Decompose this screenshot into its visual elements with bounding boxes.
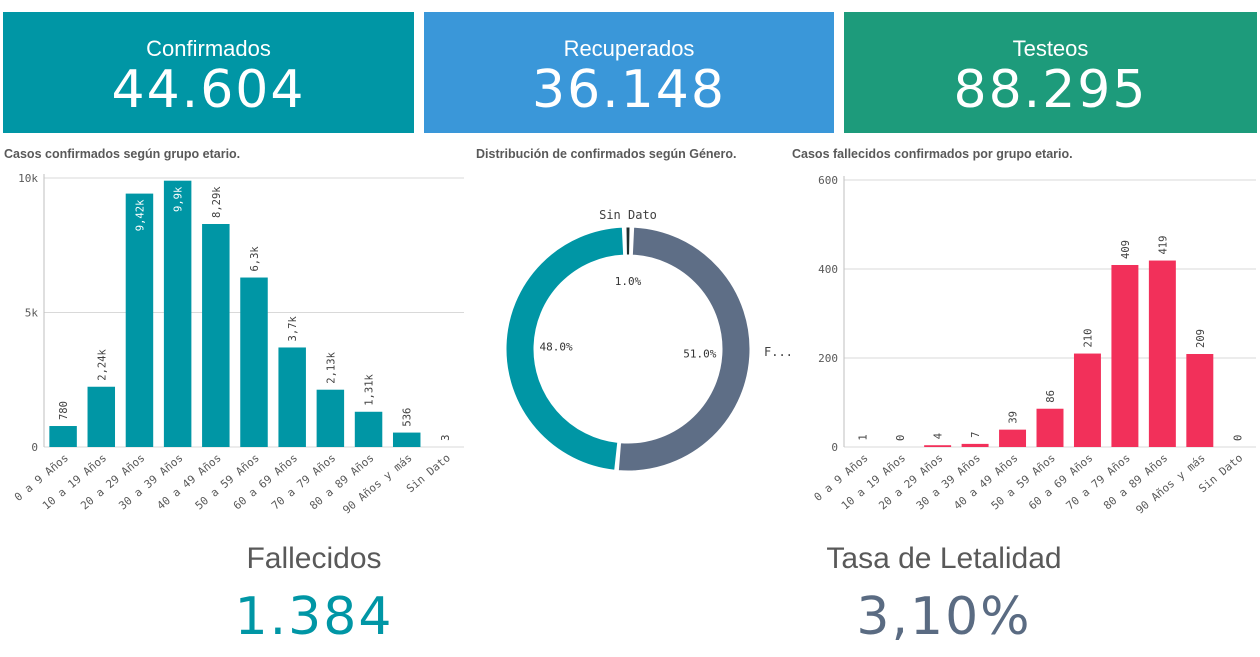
data-label: 780	[58, 401, 70, 420]
data-label: 0	[1232, 435, 1244, 441]
x-tick-label: 20 a 29 Años	[876, 451, 945, 512]
letalidad-label: Tasa de Letalidad	[826, 542, 1062, 575]
donut-slice	[617, 226, 751, 472]
data-label: 6,3k	[249, 246, 261, 272]
data-label: 210	[1082, 329, 1094, 348]
bar	[49, 426, 77, 447]
bar	[1036, 408, 1064, 447]
bar	[924, 445, 952, 447]
data-label: 39	[1008, 411, 1020, 424]
y-tick-label: 400	[818, 263, 838, 276]
data-label: 8,29k	[211, 186, 223, 218]
kpi-recuperados-label: Recuperados	[563, 36, 695, 61]
donut-slice	[625, 226, 631, 256]
bar	[1186, 353, 1214, 447]
x-tick-label: 40 a 49 Años	[951, 451, 1020, 512]
data-label: 0	[895, 435, 907, 441]
data-label: 9,9k	[173, 186, 185, 212]
x-tick-label: 70 a 79 Años	[1064, 451, 1133, 512]
bar	[1073, 353, 1101, 447]
data-label: 1,31k	[364, 373, 376, 405]
slice-value-label: 48.0%	[539, 341, 572, 354]
data-label: 7	[970, 432, 982, 438]
y-tick-label: 0	[31, 441, 38, 454]
slice-value-label: 51.0%	[683, 348, 716, 361]
data-label: 3,7k	[287, 316, 299, 342]
data-label: 86	[1045, 390, 1057, 403]
fallecidos-label: Fallecidos	[246, 542, 382, 575]
kpi-confirmados: Confirmados 44.604	[3, 12, 414, 133]
bar	[961, 443, 989, 447]
data-label: 1	[858, 434, 870, 440]
bar	[163, 180, 192, 447]
kpi-recuperados: Recuperados 36.148	[424, 12, 834, 133]
y-tick-label: 600	[818, 174, 838, 187]
x-tick-label: 30 a 39 Años	[914, 451, 983, 512]
bar	[125, 193, 154, 447]
x-tick-label: 60 a 69 Años	[1026, 451, 1095, 512]
x-tick-label: 90 Años y más	[340, 451, 414, 515]
kpi-testeos-label: Testeos	[1012, 36, 1089, 61]
slice-value-label: 1.0%	[615, 275, 642, 288]
bar	[87, 386, 116, 447]
kpi-confirmados-label: Confirmados	[146, 36, 271, 61]
kpi-testeos-value: 88.295	[953, 60, 1148, 120]
kpi-confirmados-value: 44.604	[111, 60, 306, 120]
data-label: 409	[1120, 240, 1132, 259]
bar	[316, 389, 345, 447]
letalidad-value: 3,10%	[856, 587, 1032, 647]
data-label: 2,24k	[96, 348, 108, 380]
donut-slice	[505, 226, 625, 471]
kpi-recuperados-value: 36.148	[532, 60, 726, 120]
data-label: 9,42k	[134, 199, 146, 231]
y-tick-label: 10k	[18, 172, 38, 185]
fallecidos-value: 1.384	[234, 587, 394, 647]
data-label: 4	[933, 433, 945, 439]
y-tick-label: 5k	[25, 307, 39, 320]
x-tick-label: 80 a 89 Años	[1101, 451, 1170, 512]
chart-title-age-deaths: Casos fallecidos confirmados por grupo e…	[792, 147, 1073, 161]
x-tick-label: 50 a 59 Años	[989, 451, 1058, 512]
chart-title-age-confirmed: Casos confirmados según grupo etario.	[4, 147, 241, 161]
bar	[999, 429, 1027, 447]
slice-name-label: Sin Dato	[599, 208, 657, 222]
data-label: 536	[402, 408, 414, 427]
bar	[240, 277, 268, 447]
donut-chart-gender[interactable]: 1.0% 51.0% 48.0% Sin Dato F...	[470, 165, 790, 515]
bar	[392, 432, 421, 447]
data-label: 209	[1195, 329, 1207, 348]
bar	[1111, 264, 1139, 447]
x-tick-label: 90 Años y más	[1133, 451, 1207, 515]
slice-name-label: F...	[764, 345, 790, 359]
kpi-testeos: Testeos 88.295	[844, 12, 1257, 133]
bar	[202, 223, 230, 447]
y-tick-label: 200	[818, 352, 838, 365]
bar	[1148, 260, 1176, 447]
data-label: 3	[440, 435, 452, 441]
data-label: 2,13k	[325, 351, 337, 383]
bar	[354, 411, 383, 447]
y-tick-label: 0	[831, 441, 838, 454]
chart-title-gender: Distribución de confirmados según Género…	[476, 147, 737, 161]
x-tick-label: 10 a 19 Años	[839, 451, 908, 512]
data-label: 419	[1157, 236, 1169, 255]
bar	[278, 347, 306, 447]
